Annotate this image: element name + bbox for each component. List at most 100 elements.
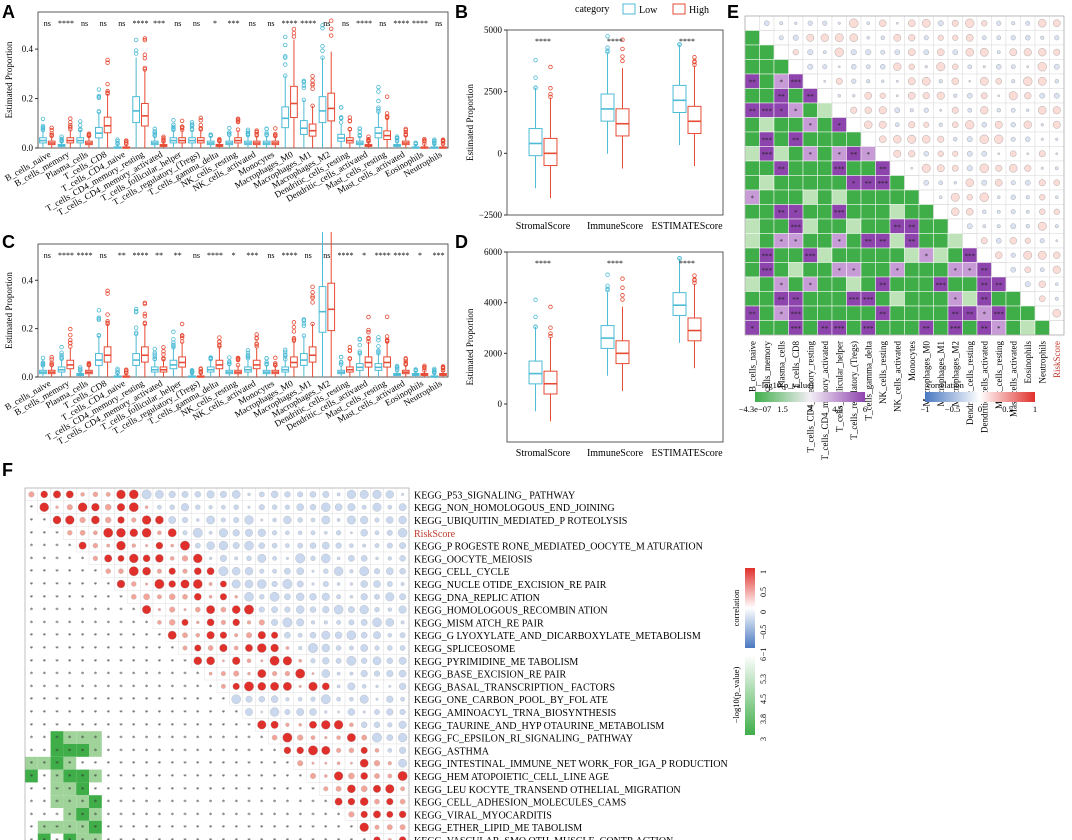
star-label: * [158, 824, 162, 832]
corr-circle [865, 49, 872, 56]
corr-circle [257, 643, 267, 653]
corr-circle [1025, 35, 1031, 41]
corr-circle [231, 605, 241, 614]
outlier-point [366, 339, 371, 344]
box-high [252, 128, 261, 148]
corr-circle [965, 178, 974, 187]
outlier-point [152, 356, 157, 362]
corr-circle [360, 555, 368, 562]
outlier-point [235, 119, 241, 125]
corr-circle [269, 591, 280, 602]
corr-circle [157, 620, 162, 625]
outlier-point [189, 120, 195, 125]
star-label: *** [863, 296, 874, 304]
corr-circle [907, 77, 916, 86]
star-label: * [196, 696, 200, 704]
star-label: * [983, 310, 987, 318]
corr-circle [257, 720, 267, 730]
corr-circle [1010, 150, 1017, 157]
corr-circle [310, 620, 316, 625]
corr-circle [284, 606, 291, 613]
star-label: * [106, 811, 110, 819]
star-label: * [106, 773, 110, 781]
outlier-point [376, 338, 381, 343]
corr-circle [309, 606, 317, 613]
outlier-point [347, 118, 353, 123]
pvalue-cell [817, 146, 833, 162]
corr-circle [193, 579, 203, 589]
outlier-point [86, 131, 92, 136]
star-label: * [30, 594, 34, 602]
corr-circle [309, 542, 317, 549]
corr-circle [282, 732, 293, 743]
outlier-point [440, 368, 446, 373]
corr-circle [1040, 123, 1044, 127]
legend-title: correlation [927, 380, 965, 390]
star-label: * [260, 760, 264, 768]
corr-circle [399, 555, 406, 562]
star-label: * [119, 735, 123, 743]
star-label: * [145, 683, 149, 691]
outlier-point [357, 337, 362, 342]
star-label: * [794, 209, 798, 217]
corr-circle [1025, 20, 1031, 26]
outlier-point [142, 311, 148, 317]
box-low [188, 120, 196, 148]
star-label: * [234, 824, 238, 832]
pvalue-cell [831, 175, 847, 191]
legend-label-high: High [689, 5, 709, 16]
box-low [355, 126, 364, 148]
star-label: * [30, 837, 34, 840]
corr-circle [284, 631, 291, 639]
corr-circle [234, 556, 239, 561]
corr-circle [1010, 180, 1016, 186]
corr-circle [895, 94, 899, 98]
box-high [346, 345, 354, 377]
star-label: * [119, 722, 123, 730]
pvalue-cell [63, 782, 77, 796]
significance-label: *** [228, 19, 240, 28]
significance-label: **** [133, 19, 149, 28]
outlier-point [310, 321, 315, 327]
corr-circle [106, 543, 111, 548]
corr-circle [936, 91, 945, 100]
outlier-point [59, 354, 64, 360]
outlier-point [533, 297, 538, 302]
pvalue-cell [50, 795, 64, 808]
corr-circle [359, 694, 369, 704]
star-label: * [311, 824, 315, 832]
corr-circle [834, 47, 844, 57]
star-label: * [838, 238, 842, 246]
outlier-point [329, 18, 334, 23]
box-low [411, 367, 420, 377]
pvalue-cell [25, 756, 38, 770]
y-tick-label: 0.4 [22, 44, 34, 54]
outlier-point [605, 45, 610, 50]
legend-tick: −1 [920, 404, 929, 414]
pvalue-cell [759, 189, 775, 205]
corr-circle [335, 657, 342, 664]
corr-circle [194, 491, 201, 498]
corr-circle [206, 490, 215, 499]
corr-circle [995, 237, 1002, 244]
star-label: * [183, 799, 187, 807]
outlier-point [68, 344, 73, 349]
corr-circle [131, 594, 137, 600]
outlier-point [105, 291, 110, 296]
outlier-point [161, 139, 166, 144]
star-label: * [273, 824, 277, 832]
star-label: * [286, 811, 290, 819]
corr-circle [39, 502, 49, 512]
star-label: * [196, 709, 200, 717]
box-low [244, 348, 252, 377]
legend-corr: correlation−1 −0.5 0 0.5 1 [920, 380, 1037, 414]
diag-cell [904, 175, 920, 191]
star-label: * [42, 811, 46, 819]
pvalue-cell [918, 262, 934, 278]
pvalue-cell [831, 189, 847, 205]
corr-circle [374, 568, 380, 575]
outlier-point [384, 114, 390, 119]
star-label: * [196, 824, 200, 832]
star-label: ** [879, 238, 887, 246]
